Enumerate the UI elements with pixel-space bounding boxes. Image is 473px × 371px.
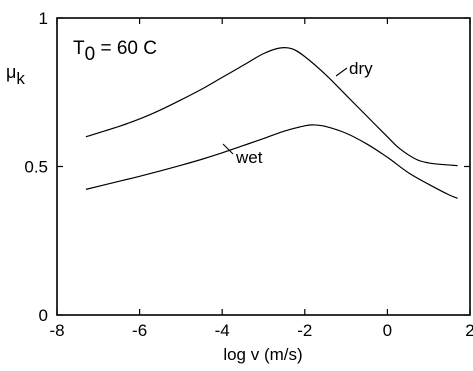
x-tick-label: -2	[297, 321, 312, 340]
y-tick-label: 1	[39, 9, 48, 28]
x-tick-label: 0	[383, 321, 392, 340]
series-lines	[85, 46, 458, 199]
x-tick-label: -4	[215, 321, 230, 340]
y-axis-label-base: μ	[6, 62, 16, 82]
annotation-base: T	[73, 38, 85, 59]
y-tick-label: 0	[39, 306, 48, 325]
x-axis-label: log v (m/s)	[223, 345, 302, 364]
series-line-wet	[85, 124, 458, 199]
plot-frame	[56, 17, 471, 316]
series-line-dry	[85, 46, 458, 167]
x-tick-label: -6	[132, 321, 147, 340]
annotation-sub: 0	[85, 44, 96, 65]
series-label-leader	[335, 67, 348, 77]
series-label-dry: dry	[349, 59, 373, 78]
annotation-rest: = 60 C	[95, 38, 157, 59]
y-axis-label-sub: k	[16, 69, 25, 88]
series-labels: dry wet	[222, 59, 373, 167]
x-tick-label: 2	[465, 321, 473, 340]
series-label-wet: wet	[235, 148, 263, 167]
tick-labels: -8 -6 -4 -2 0 2 0 0.5 1	[24, 9, 473, 340]
series-label-leader	[222, 143, 234, 155]
y-axis-label: μk	[6, 62, 25, 88]
temperature-annotation: T0 = 60 C	[73, 38, 157, 65]
axis-ticks	[56, 17, 471, 316]
y-tick-label: 0.5	[24, 158, 48, 177]
x-tick-label: -8	[49, 321, 64, 340]
